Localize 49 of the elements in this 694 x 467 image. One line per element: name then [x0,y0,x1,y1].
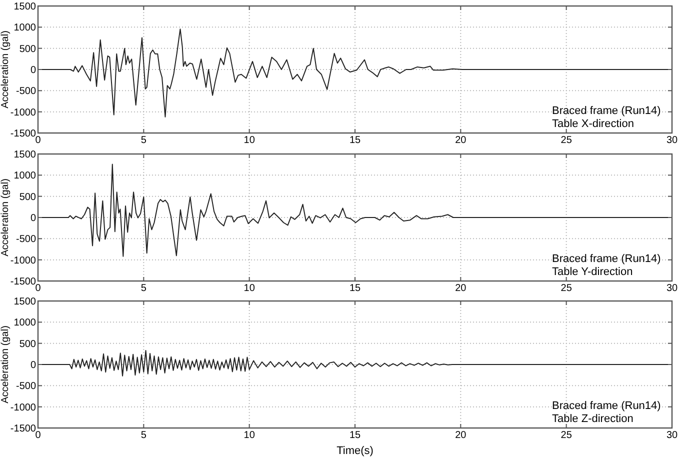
x-tick-label: 25 [560,283,572,294]
x-tick-label: 5 [140,283,147,294]
y-tick-label: 1500 [14,150,36,160]
y-tick-label: 1500 [14,296,36,308]
x-tick-label: 30 [666,430,678,441]
x-tick-label: 15 [349,135,361,146]
x-tick-label: 15 [349,283,361,294]
y-tick-label: -1500 [10,128,36,140]
y-tick-label: -500 [16,234,36,246]
annotation: Braced frame (Run14) [552,253,661,265]
annotation: Table Y-direction [552,266,633,278]
y-axis-title: Acceleration (gal) [0,326,11,404]
x-tick-label: 5 [140,430,147,441]
y-tick-label: -1500 [10,276,36,288]
x-tick-label: 30 [666,135,678,146]
x-tick-label: 20 [455,135,467,146]
y-axis-title: Acceleration (gal) [0,30,11,108]
y-axis-title: Acceleration (gal) [0,178,11,256]
annotation: Braced frame (Run14) [552,400,661,412]
y-tick-label: 1000 [14,318,36,329]
y-tick-label: -1000 [10,255,36,266]
x-tick-label: 20 [455,283,467,294]
x-tick-label: 10 [244,283,256,294]
x-tick-label: 5 [140,135,147,146]
annotation: Table X-direction [552,118,634,130]
x-tick-label: 25 [560,430,572,441]
x-tick-label: 15 [349,430,361,441]
y-tick-label: 0 [30,65,36,76]
y-tick-label: 500 [19,338,36,350]
x-tick-label: 25 [560,135,572,146]
y-tick-label: 500 [19,44,36,55]
annotation: Table Z-direction [552,413,634,425]
y-tick-label: 1000 [14,22,36,34]
y-tick-label: -1000 [10,402,36,414]
y-tick-label: -1500 [10,424,36,434]
x-tick-label: 30 [666,283,678,294]
x-axis-title: Time(s) [336,445,374,457]
y-tick-label: 1500 [14,2,36,12]
x-tick-label: 10 [244,135,256,146]
y-tick-label: 500 [19,192,36,203]
x-tick-label: 20 [455,430,467,441]
y-tick-label: 1000 [14,170,36,182]
y-tick-label: -500 [16,381,36,392]
y-tick-label: 0 [30,213,36,224]
y-tick-label: 0 [30,360,36,371]
annotation: Braced frame (Run14) [552,105,661,117]
x-tick-label: 10 [244,430,256,441]
y-tick-label: -1000 [10,107,36,118]
y-tick-label: -500 [16,86,36,98]
